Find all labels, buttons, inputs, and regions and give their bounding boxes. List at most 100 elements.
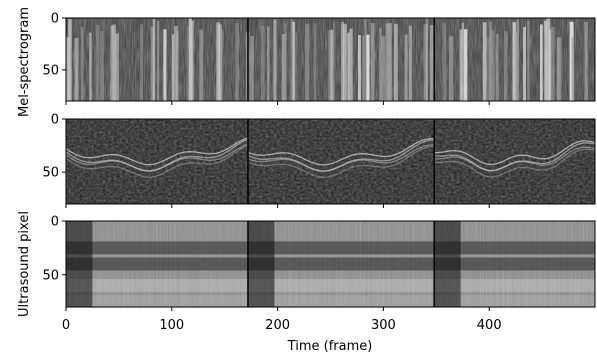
px-band — [66, 257, 595, 271]
mel-stripe — [294, 32, 298, 101]
px-band — [66, 295, 595, 309]
us-contour — [65, 143, 249, 172]
us-contour — [247, 139, 435, 172]
mel-stripe — [370, 22, 375, 102]
us-texture — [66, 119, 595, 204]
mel-stripe — [425, 18, 428, 101]
mel-stripe — [527, 20, 530, 101]
mel-stripe — [544, 20, 547, 101]
px-band — [66, 279, 595, 292]
ytick-label: 0 — [51, 215, 59, 230]
px-dark-onset — [66, 221, 93, 307]
mel-stripe — [429, 24, 434, 101]
mel-stripe — [463, 29, 468, 102]
mel-stripe — [512, 22, 517, 101]
mel-stripe — [235, 23, 239, 101]
mel-stripe — [190, 20, 194, 101]
us-contour — [434, 140, 596, 166]
mel-harmonic-stripes — [66, 18, 588, 102]
mel-stripe — [487, 37, 491, 101]
px-frame — [65, 220, 596, 308]
xtick-label: 200 — [265, 318, 290, 333]
mel-stripe — [163, 29, 167, 102]
mel-stripe — [110, 25, 114, 101]
mel-stripe — [173, 25, 178, 102]
mel-stripe — [516, 19, 519, 101]
mel-stripe — [504, 31, 508, 101]
mel-stripe — [260, 25, 265, 101]
panel-ultrasound-pixel — [65, 220, 596, 309]
mel-stripe — [362, 35, 365, 101]
mel-stripe — [387, 23, 392, 101]
panel-ultrasound-image — [65, 118, 596, 205]
us-contour — [434, 148, 596, 178]
mel-stripe — [250, 35, 254, 101]
us-frame — [65, 118, 596, 205]
mel-stripe — [571, 36, 575, 101]
mel-stripe — [80, 26, 84, 101]
mel-stripe — [546, 18, 551, 101]
mel-stripe — [281, 34, 286, 101]
mel-stripe — [216, 22, 221, 102]
mel-stripe — [89, 32, 92, 101]
mel-stripe — [176, 30, 179, 102]
mel-stripe — [112, 24, 116, 101]
us-contour — [247, 137, 435, 166]
mel-stripe — [482, 22, 487, 102]
mel-stripe — [343, 23, 347, 101]
mel-stripe — [404, 34, 408, 101]
us-contour — [65, 137, 249, 166]
mel-stripe — [461, 22, 464, 101]
mel-stripe — [171, 34, 175, 101]
ylabel-mel: Mel-spectrogram — [17, 7, 32, 117]
mel-stripe — [68, 19, 72, 101]
mel-stripe — [218, 24, 222, 102]
mel-stripe — [495, 33, 499, 101]
us-contour — [247, 144, 435, 172]
xtick-label: 0 — [62, 318, 70, 333]
mel-stripe — [188, 18, 192, 101]
us-contour — [434, 146, 596, 172]
mel-stripe — [358, 35, 361, 101]
us-contour — [65, 144, 249, 178]
mel-stripe — [491, 30, 495, 101]
xtick-label: 300 — [371, 318, 396, 333]
mel-stripe — [99, 31, 104, 102]
panel-mel-spectrogram — [65, 17, 596, 102]
mel-stripe — [347, 32, 350, 101]
mel-stripe — [364, 19, 367, 101]
mel-frame — [65, 17, 596, 102]
segment-boundaries — [247, 18, 435, 307]
xtick-label: 400 — [477, 318, 502, 333]
us-contour — [434, 142, 596, 172]
mel-stripe — [514, 31, 518, 102]
px-dark-onset — [247, 221, 275, 307]
ytick-label: 0 — [51, 113, 59, 128]
mel-stripe — [290, 19, 294, 102]
mel-stripe — [393, 23, 398, 101]
mel-stripe — [523, 26, 526, 102]
mel-stripe — [66, 37, 70, 101]
mel-stripe — [74, 37, 79, 101]
us-contour — [247, 145, 435, 179]
us-contour-lines — [65, 137, 596, 179]
mel-stripe — [584, 21, 588, 102]
mel-stripe — [341, 21, 345, 101]
mel-stripe — [186, 25, 190, 102]
mel-stripe — [448, 36, 454, 101]
xlabel: Time (frame) — [287, 339, 373, 354]
px-bands — [66, 221, 595, 309]
mel-stripe — [330, 29, 334, 102]
mel-stripe — [156, 21, 160, 102]
mel-stripe — [539, 24, 543, 102]
ylabel-ultrasound: Ultrasound pixel — [17, 211, 32, 317]
xtick-label: 100 — [159, 318, 184, 333]
mel-stripe — [379, 27, 382, 101]
mel-stripe — [349, 28, 353, 101]
mel-stripe — [220, 29, 224, 102]
ytick-label: 50 — [42, 268, 59, 283]
mel-stripe — [385, 23, 389, 102]
mel-stripe — [548, 29, 552, 101]
px-dark-onset — [434, 221, 461, 307]
